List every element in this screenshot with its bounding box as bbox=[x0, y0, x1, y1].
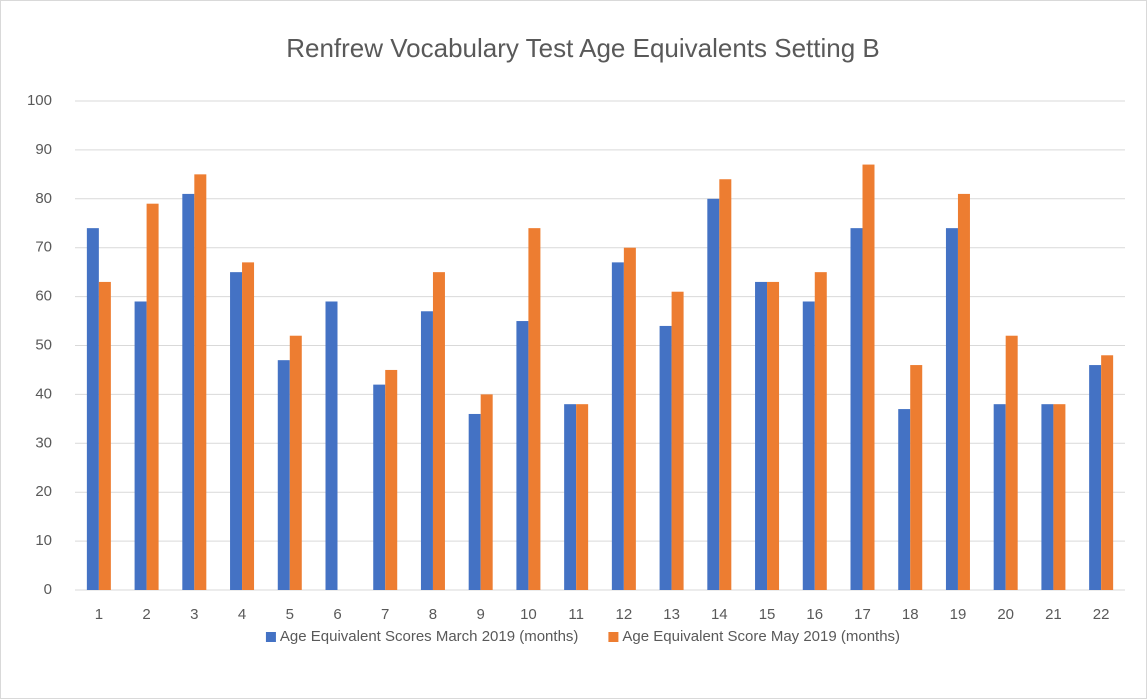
x-tick-label: 10 bbox=[520, 606, 537, 623]
bar bbox=[385, 369, 398, 590]
x-tick-label: 18 bbox=[902, 606, 919, 623]
bar bbox=[1101, 355, 1114, 590]
y-tick-label: 70 bbox=[35, 239, 52, 256]
x-tick-label: 13 bbox=[663, 606, 680, 623]
y-tick-label: 40 bbox=[35, 385, 52, 402]
bar bbox=[289, 335, 302, 590]
bar bbox=[993, 404, 1006, 590]
bar bbox=[945, 228, 958, 590]
x-tick-label: 15 bbox=[759, 606, 776, 623]
bar bbox=[182, 193, 195, 590]
x-tick-label: 16 bbox=[806, 606, 823, 623]
bar bbox=[611, 262, 624, 590]
y-tick-label: 90 bbox=[35, 141, 52, 158]
x-tick-label: 2 bbox=[142, 606, 150, 623]
bar bbox=[802, 301, 815, 590]
bar bbox=[755, 281, 768, 590]
bar bbox=[432, 272, 445, 590]
bar bbox=[146, 203, 159, 590]
bar bbox=[1089, 365, 1102, 590]
x-tick-label: 5 bbox=[286, 606, 294, 623]
y-tick-label: 80 bbox=[35, 190, 52, 207]
bar bbox=[420, 311, 433, 590]
bar bbox=[576, 404, 589, 590]
bar bbox=[373, 384, 386, 590]
bar bbox=[98, 281, 111, 590]
bar bbox=[767, 281, 780, 590]
x-tick-label: 22 bbox=[1093, 606, 1110, 623]
bar bbox=[230, 272, 243, 590]
bar bbox=[719, 179, 732, 591]
bar bbox=[898, 409, 911, 590]
legend-label: Age Equivalent Scores March 2019 (months… bbox=[280, 628, 578, 645]
y-tick-label: 50 bbox=[35, 336, 52, 353]
bar bbox=[1005, 335, 1018, 590]
bar bbox=[623, 247, 636, 590]
x-tick-label: 4 bbox=[238, 606, 246, 623]
bar bbox=[242, 262, 255, 590]
bar bbox=[564, 404, 577, 590]
bar bbox=[671, 291, 684, 590]
bar bbox=[516, 321, 529, 590]
bar bbox=[528, 228, 541, 590]
legend-swatch bbox=[265, 632, 276, 642]
y-tick-label: 20 bbox=[35, 483, 52, 500]
x-tick-label: 20 bbox=[997, 606, 1014, 623]
bar bbox=[134, 301, 147, 590]
x-tick-label: 3 bbox=[190, 606, 198, 623]
bar bbox=[1041, 404, 1054, 590]
x-tick-label: 11 bbox=[568, 606, 584, 623]
y-tick-label: 0 bbox=[44, 581, 52, 598]
x-tick-label: 14 bbox=[711, 606, 728, 623]
legend-label: Age Equivalent Score May 2019 (months) bbox=[622, 628, 900, 645]
x-tick-label: 1 bbox=[95, 606, 103, 623]
x-tick-label: 7 bbox=[381, 606, 389, 623]
x-tick-label: 17 bbox=[854, 606, 871, 623]
bar bbox=[194, 174, 207, 590]
x-tick-label: 9 bbox=[477, 606, 485, 623]
y-tick-label: 100 bbox=[27, 92, 52, 109]
chart-title: Renfrew Vocabulary Test Age Equivalents … bbox=[286, 33, 880, 63]
y-tick-label: 60 bbox=[35, 288, 52, 305]
bar bbox=[707, 198, 720, 591]
x-tick-label: 19 bbox=[950, 606, 967, 623]
x-tick-label: 8 bbox=[429, 606, 437, 623]
x-tick-label: 12 bbox=[616, 606, 633, 623]
bar bbox=[1053, 404, 1066, 590]
bar bbox=[910, 365, 923, 590]
bar bbox=[468, 413, 481, 590]
bar bbox=[325, 301, 338, 590]
x-tick-label: 6 bbox=[333, 606, 341, 623]
y-tick-label: 10 bbox=[35, 532, 52, 549]
x-tick-label: 21 bbox=[1045, 606, 1062, 623]
y-tick-label: 30 bbox=[35, 434, 52, 451]
bar bbox=[862, 164, 875, 590]
bar bbox=[814, 272, 827, 590]
bar bbox=[850, 228, 863, 590]
bar bbox=[480, 394, 493, 590]
bar bbox=[957, 193, 970, 590]
bar bbox=[659, 325, 672, 590]
bar bbox=[277, 360, 290, 590]
bar bbox=[86, 228, 99, 590]
legend-swatch bbox=[608, 632, 619, 642]
